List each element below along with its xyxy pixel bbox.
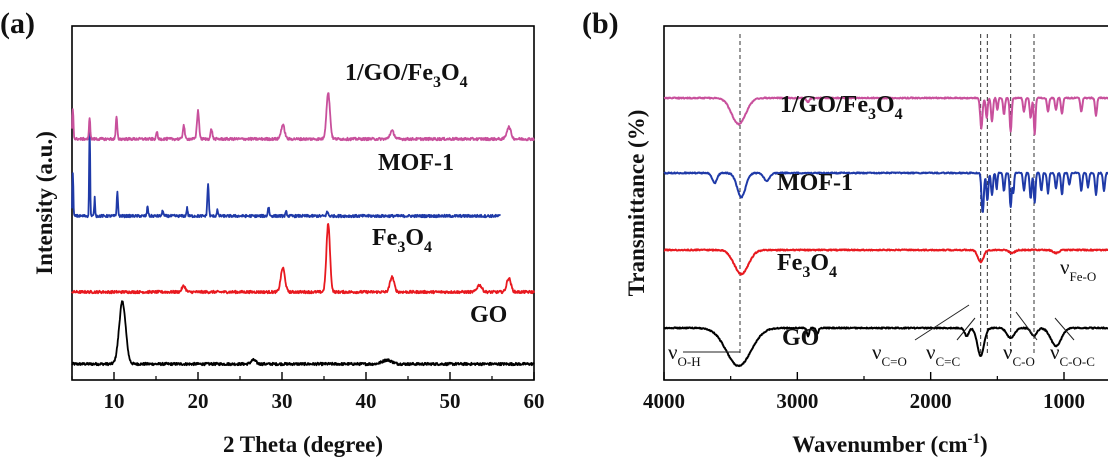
panel-a-x-tick-label: 30: [272, 389, 293, 413]
panel-b-series-line: [663, 326, 1108, 368]
panel-a-x-tick-label: 60: [524, 389, 545, 413]
panel-b-series-group: [663, 96, 1108, 368]
panel-b-series-line: [663, 96, 1108, 136]
panel-b-series-label: MOF-1: [777, 170, 853, 196]
panel-a-x-tick-label: 40: [356, 389, 377, 413]
panel-b-series-line: [663, 171, 1108, 213]
panel-b-annotation-arrow: [914, 304, 970, 341]
panel-a-x-axis-title: 2 Theta (degree): [223, 432, 383, 457]
panel-b-annotation: νFe-O: [1060, 255, 1096, 284]
panel-a-series-label: Fe3O4: [372, 225, 432, 256]
panel-a-y-axis-title: Intensity (a.u.): [32, 131, 57, 275]
panel-a-series-label: 1/GO/Fe3O4: [345, 60, 468, 91]
panel-a-x-tick-label: 10: [104, 389, 125, 413]
panel-b-annotation: νC-O: [1003, 340, 1035, 369]
panel-b-annotation: νC-O-C: [1050, 340, 1095, 369]
panel-a-ticks: [71, 372, 535, 380]
panel-a-label: (a): [0, 7, 35, 40]
panel-b-series-label: 1/GO/Fe3O4: [780, 92, 903, 123]
panel-b-annotation: νC=C: [926, 340, 960, 369]
panel-b-x-axis-title: Wavenumber (cm-1): [792, 431, 987, 457]
panel-a-x-tick-label: 20: [188, 389, 209, 413]
panel-a-series-line: [71, 125, 502, 219]
panel-b-x-tick-labels: 4000 3000 2000 1000: [643, 389, 1085, 413]
panel-b-series-line: [663, 248, 1108, 276]
panel-a-x-tick-labels: 10 20 30 40 50 60: [104, 389, 545, 413]
panel-b-y-axis-title: Transmittance (%): [624, 110, 649, 297]
panel-a-series-label: GO: [470, 302, 507, 328]
panel-b-plot-frame: [663, 25, 1108, 381]
panel-b-annotation-arrow: [1015, 311, 1038, 341]
panel-b-annotations: νO-H νC=O νC=C νC-O νC-O-C νFe-O: [668, 255, 1096, 369]
panel-a-x-tick-label: 50: [440, 389, 461, 413]
panel-b-annotation: νC=O: [872, 340, 907, 369]
panel-a-series-line: [71, 223, 535, 295]
panel-a-series-label: MOF-1: [378, 150, 454, 176]
panel-b-series-label: Fe3O4: [777, 250, 837, 281]
panel-a-series-line: [71, 92, 535, 142]
panel-b-label: (b): [582, 7, 619, 40]
panel-b-annotation-arrow: [1054, 317, 1075, 341]
panel-b-annotation: νO-H: [668, 340, 701, 369]
panel-b-x-tick-label: 4000: [643, 389, 685, 413]
panel-b-annotation-arrow: [956, 317, 976, 341]
panel-b-series-labels: GO Fe3O4 MOF-1 1/GO/Fe3O4: [777, 92, 903, 351]
panel-b-x-tick-label: 3000: [776, 389, 818, 413]
panel-b-x-tick-label: 1000: [1043, 389, 1085, 413]
panel-b-ticks: [663, 372, 1065, 380]
panel-a-series-line: [71, 300, 535, 367]
panel-b-x-tick-label: 2000: [910, 389, 952, 413]
panel-b-series-label: GO: [782, 325, 819, 351]
panel-a-series-group: [71, 92, 535, 367]
panel-a-series-labels: GO Fe3O4 MOF-1 1/GO/Fe3O4: [345, 60, 507, 328]
